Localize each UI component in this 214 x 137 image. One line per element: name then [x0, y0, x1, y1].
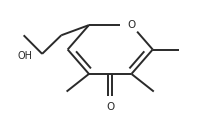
Text: O: O: [127, 20, 136, 30]
Text: OH: OH: [17, 51, 32, 61]
Text: O: O: [106, 102, 114, 112]
